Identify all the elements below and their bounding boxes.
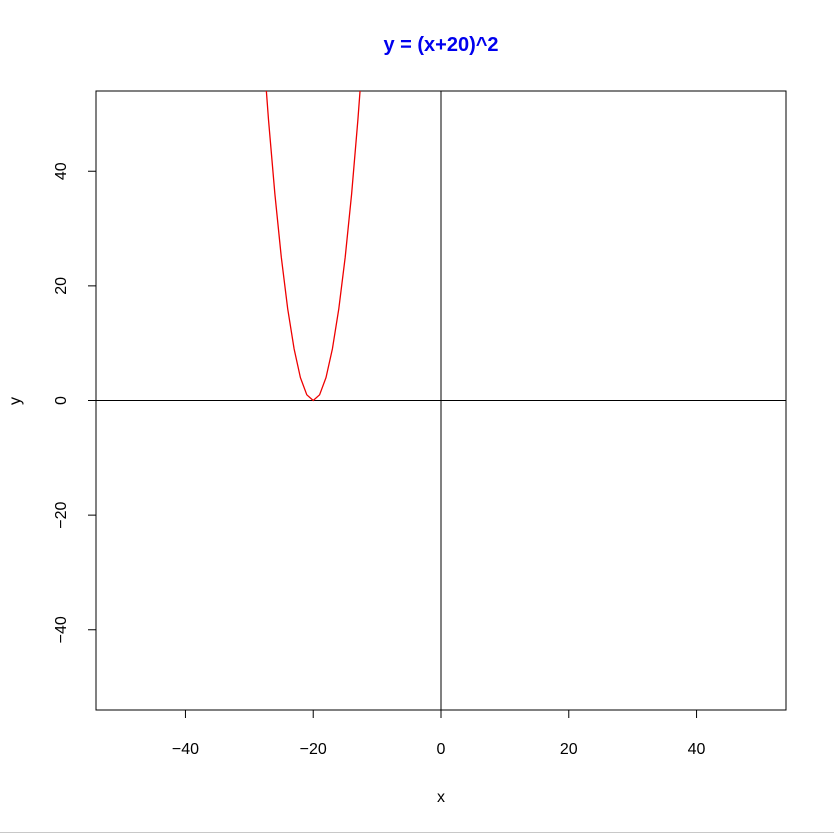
- y-axis: −40 −20 0 20 40: [53, 162, 97, 643]
- x-tick-label: −20: [300, 741, 327, 758]
- y-tick-label: −40: [53, 616, 70, 643]
- y-tick-label: 0: [53, 396, 70, 405]
- x-tick-label: 0: [437, 741, 446, 758]
- y-axis-label: y: [7, 397, 24, 405]
- bottom-divider: [0, 832, 834, 833]
- y-tick-label: 40: [53, 162, 70, 180]
- y-tick-label: 20: [53, 277, 70, 295]
- chart-title: y = (x+20)^2: [383, 34, 498, 56]
- y-tick-label: −20: [53, 501, 70, 528]
- x-axis-label: x: [437, 789, 445, 806]
- series-line: [265, 91, 361, 402]
- x-tick-label: 40: [688, 741, 706, 758]
- series-group: [265, 91, 361, 402]
- reference-lines: [96, 91, 786, 710]
- x-axis: −40 −20 0 20 40: [172, 709, 706, 758]
- x-tick-label: −40: [172, 741, 199, 758]
- x-tick-label: 20: [560, 741, 578, 758]
